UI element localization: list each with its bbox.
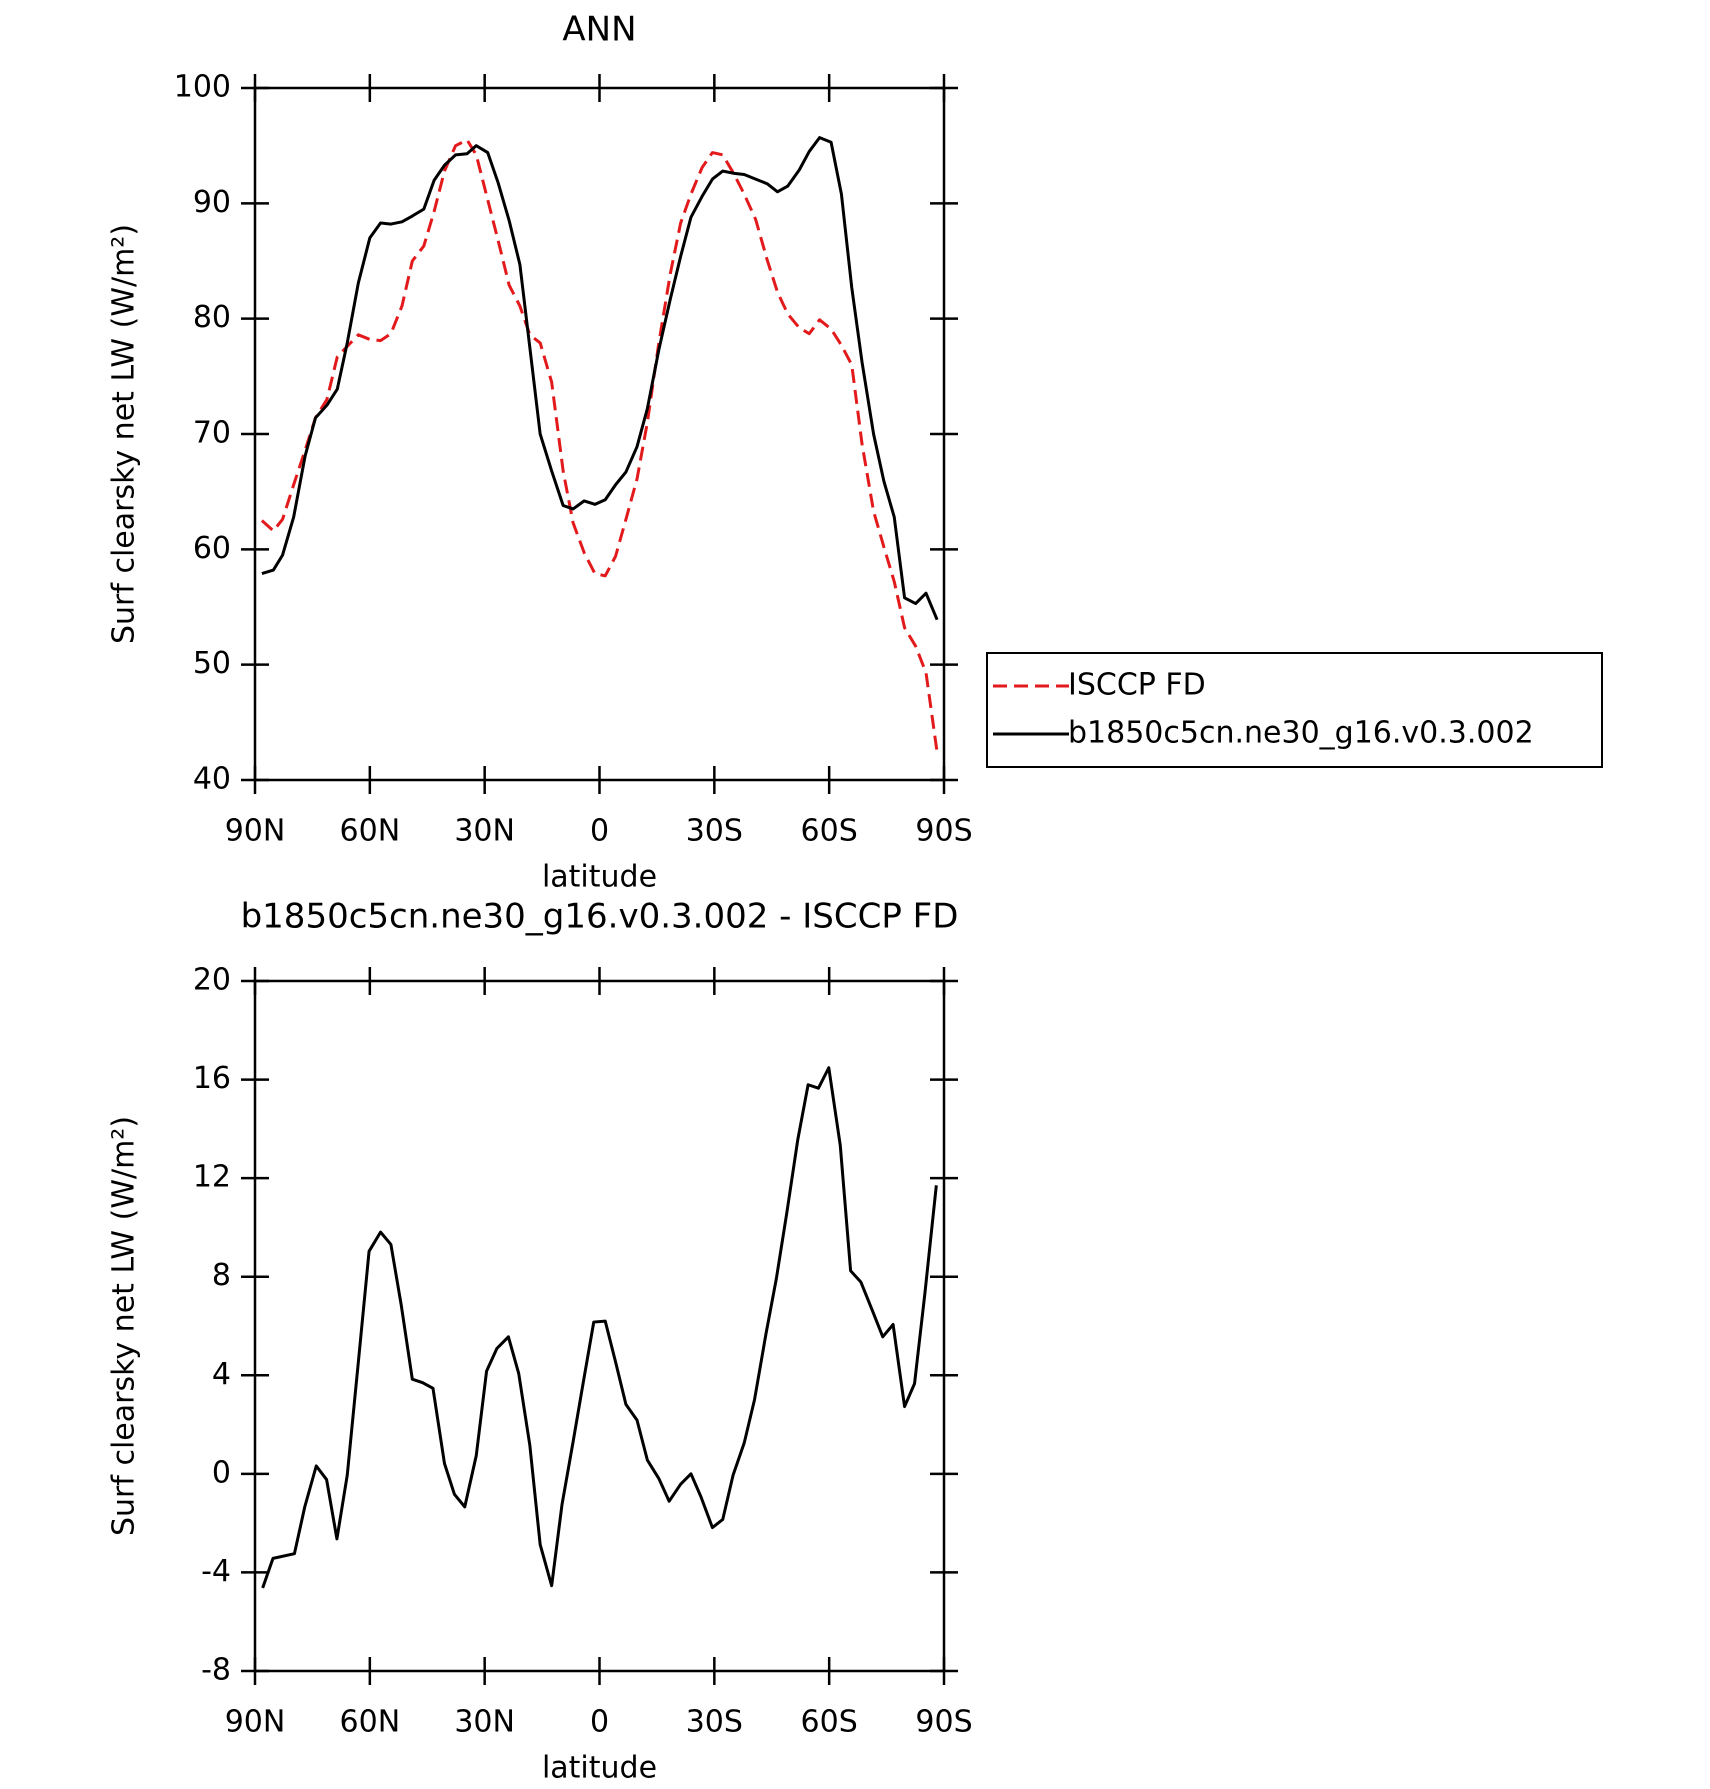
chart-title: ANN	[562, 10, 636, 50]
y-tick-label: 90	[193, 185, 231, 220]
legend-label: b1850c5cn.ne30_g16.v0.3.002	[1068, 716, 1534, 751]
y-axis-label: Surf clearsky net LW (W/m²)	[107, 224, 142, 644]
x-tick-label: 90S	[915, 1705, 972, 1740]
y-tick-label: 16	[193, 1061, 231, 1096]
y-tick-label: 40	[193, 762, 231, 797]
x-tick-label: 30N	[454, 1705, 515, 1740]
y-tick-label: -4	[201, 1554, 231, 1589]
x-axis-label: latitude	[542, 860, 657, 895]
y-tick-label: 60	[193, 531, 231, 566]
x-tick-label: 60S	[801, 1705, 858, 1740]
y-tick-label: 100	[174, 70, 231, 105]
data-line	[261, 1066, 938, 1589]
x-tick-label: 90N	[225, 1705, 286, 1740]
chart-title: b1850c5cn.ne30_g16.v0.3.002 - ISCCP FD	[241, 897, 959, 937]
y-tick-label: 4	[212, 1357, 231, 1392]
x-tick-label: 30S	[686, 1705, 743, 1740]
x-tick-label: 0	[590, 814, 609, 849]
y-tick-label: 0	[212, 1455, 231, 1490]
x-tick-label: 60N	[340, 1705, 401, 1740]
x-tick-label: 60S	[801, 814, 858, 849]
x-tick-label: 60N	[340, 814, 401, 849]
legend-label: ISCCP FD	[1068, 668, 1206, 703]
x-tick-label: 90N	[225, 814, 286, 849]
x-tick-label: 90S	[915, 814, 972, 849]
plot-frame	[253, 979, 946, 1673]
y-tick-label: 50	[193, 646, 231, 681]
data-line	[261, 136, 939, 621]
y-axis-label: Surf clearsky net LW (W/m²)	[107, 1116, 142, 1536]
x-tick-label: 30S	[686, 814, 743, 849]
y-tick-label: 20	[193, 963, 231, 998]
y-tick-label: 8	[212, 1258, 231, 1293]
legend-box	[986, 652, 1603, 768]
x-axis-label: latitude	[542, 1751, 657, 1786]
data-line	[260, 138, 939, 753]
y-tick-label: -8	[201, 1653, 231, 1688]
y-tick-label: 70	[193, 416, 231, 451]
y-tick-label: 12	[193, 1160, 231, 1195]
x-tick-label: 0	[590, 1705, 609, 1740]
x-tick-label: 30N	[454, 814, 515, 849]
y-tick-label: 80	[193, 300, 231, 335]
